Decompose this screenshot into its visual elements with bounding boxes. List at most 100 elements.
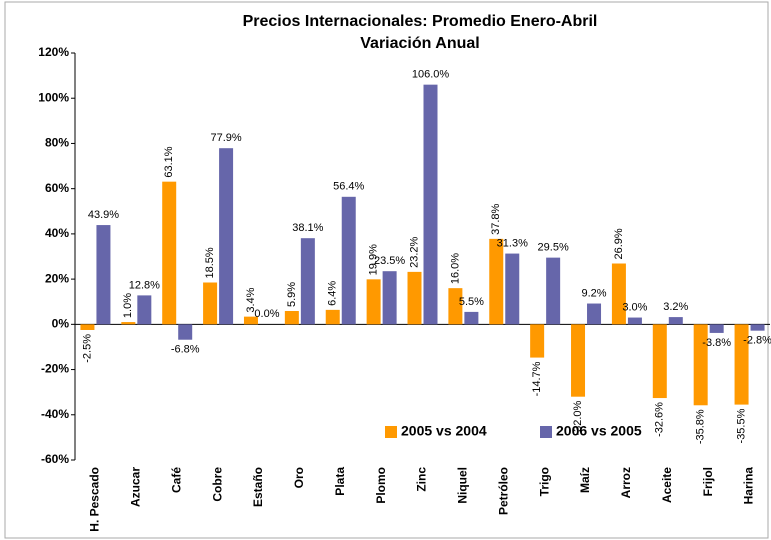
bar <box>652 324 667 399</box>
y-tick-label: -40% <box>41 407 69 421</box>
value-label: 23.2% <box>408 236 420 267</box>
x-tick-label: Frijol <box>701 467 715 496</box>
value-label: 37.8% <box>490 203 502 234</box>
value-label: 3.2% <box>663 301 688 313</box>
bar <box>219 148 234 325</box>
bar <box>505 253 520 325</box>
y-tick-label: 40% <box>45 226 69 240</box>
x-tick-label: Trigo <box>537 467 551 496</box>
x-tick-label: Azucar <box>128 467 142 507</box>
bar <box>448 288 463 325</box>
x-tick-label: Zinc <box>415 467 429 492</box>
value-label: -6.8% <box>171 344 200 356</box>
value-label: 63.1% <box>163 146 175 177</box>
bar <box>693 324 708 406</box>
legend-label: 2005 vs 2004 <box>401 423 487 439</box>
legend-swatch <box>385 426 397 438</box>
x-tick-label: Arroz <box>619 467 633 498</box>
bar <box>80 324 95 330</box>
legend-label: 2006 vs 2005 <box>556 423 642 439</box>
bar <box>382 271 397 325</box>
chart-frame <box>4 1 769 539</box>
bar <box>750 324 765 331</box>
value-label: 77.9% <box>210 132 241 144</box>
y-tick-label: 20% <box>45 271 69 285</box>
bar <box>162 181 177 325</box>
x-tick-label: Maíz <box>578 467 592 493</box>
value-label: 106.0% <box>412 69 450 81</box>
value-label: 3.4% <box>245 287 257 312</box>
value-label: 5.5% <box>459 296 484 308</box>
bar <box>546 257 561 325</box>
bar <box>407 271 422 325</box>
bar <box>530 324 545 358</box>
bar <box>284 310 299 325</box>
x-tick-label: Petróleo <box>496 467 510 515</box>
bar <box>611 263 626 325</box>
value-label: 1.0% <box>122 293 134 318</box>
value-label: 31.3% <box>497 237 528 249</box>
x-tick-label: Niquel <box>456 467 470 504</box>
y-tick-label: -60% <box>41 452 69 466</box>
x-tick-label: Cobre <box>210 467 224 502</box>
bar <box>96 225 111 325</box>
value-label: 38.1% <box>292 222 323 234</box>
y-tick-label: 0% <box>52 317 70 331</box>
bar <box>121 322 136 325</box>
value-label: -3.8% <box>702 337 731 349</box>
value-label: -14.7% <box>531 361 543 396</box>
x-tick-label: Plata <box>333 467 347 496</box>
value-label: -2.5% <box>81 334 93 363</box>
x-tick-label: Plomo <box>374 467 388 504</box>
y-tick-label: 120% <box>38 45 69 59</box>
chart-title: Precios Internacionales: Promedio Enero-… <box>243 13 598 30</box>
value-label: 16.0% <box>449 253 461 284</box>
bar <box>489 238 504 325</box>
value-label: 0.0% <box>254 308 279 320</box>
value-label: 43.9% <box>88 209 119 221</box>
bar <box>423 84 438 325</box>
bar <box>587 303 602 325</box>
value-label: 6.4% <box>327 281 339 306</box>
value-label: 23.5% <box>374 255 405 267</box>
bar <box>178 324 193 340</box>
value-label: 3.0% <box>622 301 647 313</box>
value-label: 19.9% <box>368 244 380 275</box>
bar <box>325 309 340 325</box>
x-tick-label: Café <box>169 467 183 493</box>
value-label: 26.9% <box>613 228 625 259</box>
x-tick-label: Oro <box>292 467 306 488</box>
legend-swatch <box>540 426 552 438</box>
bar <box>464 311 479 325</box>
value-label: -35.5% <box>735 408 747 443</box>
x-tick-label: Estaño <box>251 467 265 507</box>
bar <box>243 316 258 325</box>
value-label: -32.0% <box>572 400 584 435</box>
value-label: -35.8% <box>695 409 707 444</box>
bar <box>668 317 683 325</box>
y-tick-label: -20% <box>41 362 69 376</box>
x-tick-label: Aceite <box>660 467 674 503</box>
bar <box>341 196 356 325</box>
bar <box>300 238 315 325</box>
x-tick-label: H. Pescado <box>88 467 102 532</box>
chart-subtitle: Variación Anual <box>360 35 479 52</box>
bar <box>137 295 152 325</box>
y-tick-label: 80% <box>45 136 69 150</box>
bar <box>627 317 642 325</box>
bar <box>709 324 724 333</box>
value-label: 29.5% <box>538 242 569 254</box>
bar <box>734 324 749 405</box>
y-tick-label: 60% <box>45 181 69 195</box>
value-label: 18.5% <box>204 247 216 278</box>
value-label: 5.9% <box>286 282 298 307</box>
bar <box>203 282 218 325</box>
value-label: 56.4% <box>333 181 364 193</box>
bar <box>366 279 381 325</box>
bar <box>571 324 586 397</box>
value-label: 12.8% <box>129 279 160 291</box>
value-label: 9.2% <box>581 287 606 299</box>
value-label: -2.8% <box>743 335 771 347</box>
value-label: -32.6% <box>654 402 666 437</box>
